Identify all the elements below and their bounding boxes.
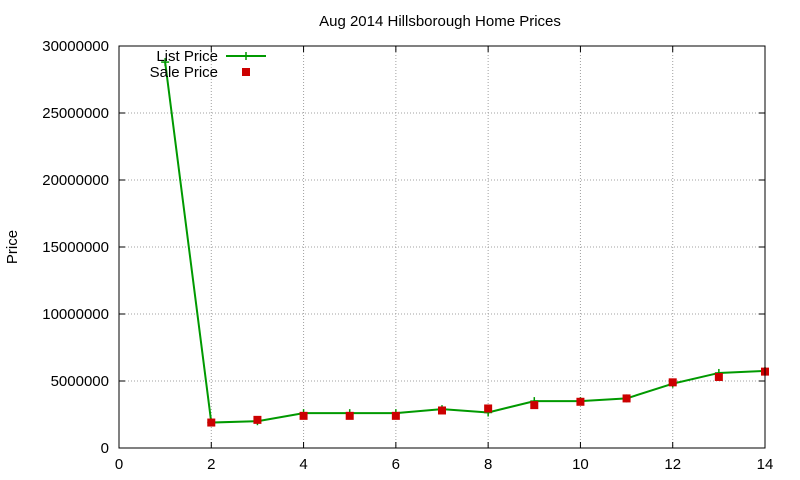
- data-series: [161, 58, 769, 427]
- list-price-point: [161, 58, 170, 67]
- x-tick-label: 2: [207, 456, 215, 473]
- tick-labels: 0 2 4 6 8 10 12 14 0 5000000 10000000 15000000 20000…: [42, 38, 773, 473]
- legend-label: Sale Price: [150, 64, 218, 81]
- y-tick-label: 10000000: [42, 306, 109, 323]
- y-tick-label: 30000000: [42, 38, 109, 55]
- sale-price-point: [345, 411, 354, 420]
- x-tick-label: 14: [757, 456, 774, 473]
- y-tick-label: 15000000: [42, 239, 109, 256]
- y-tick-label: 20000000: [42, 172, 109, 189]
- x-tick-label: 8: [484, 456, 492, 473]
- sale-price-point: [438, 406, 446, 415]
- x-tick-label: 12: [664, 456, 681, 473]
- sale-price-point: [622, 394, 631, 403]
- sale-price-point: [530, 401, 539, 410]
- legend-marker-sale-price: [242, 68, 250, 76]
- sale-price-point: [668, 378, 677, 387]
- x-tick-label: 4: [299, 456, 307, 473]
- y-tick-label: 25000000: [42, 105, 109, 122]
- x-tick-label: 0: [115, 456, 123, 473]
- sale-price-point: [576, 397, 585, 406]
- y-tick-label: 5000000: [51, 373, 109, 390]
- sale-price-point: [484, 404, 493, 413]
- x-tick-label: 10: [572, 456, 589, 473]
- grid: [119, 46, 765, 448]
- plot-border: [118, 45, 766, 449]
- sale-price-point: [299, 411, 308, 420]
- sale-price-point: [253, 415, 262, 424]
- y-axis-label: Price: [4, 230, 21, 264]
- y-tick-label: 0: [101, 440, 109, 457]
- legend-label: List Price: [156, 48, 218, 65]
- legend-marker-list-price: [242, 52, 250, 60]
- sale-price-point: [391, 411, 400, 420]
- sale-price-point: [714, 372, 723, 381]
- x-tick-label: 6: [392, 456, 400, 473]
- sale-price-point: [207, 418, 216, 427]
- chart-title: Aug 2014 Hillsborough Home Prices: [319, 13, 561, 30]
- list-price-line: [164, 61, 766, 424]
